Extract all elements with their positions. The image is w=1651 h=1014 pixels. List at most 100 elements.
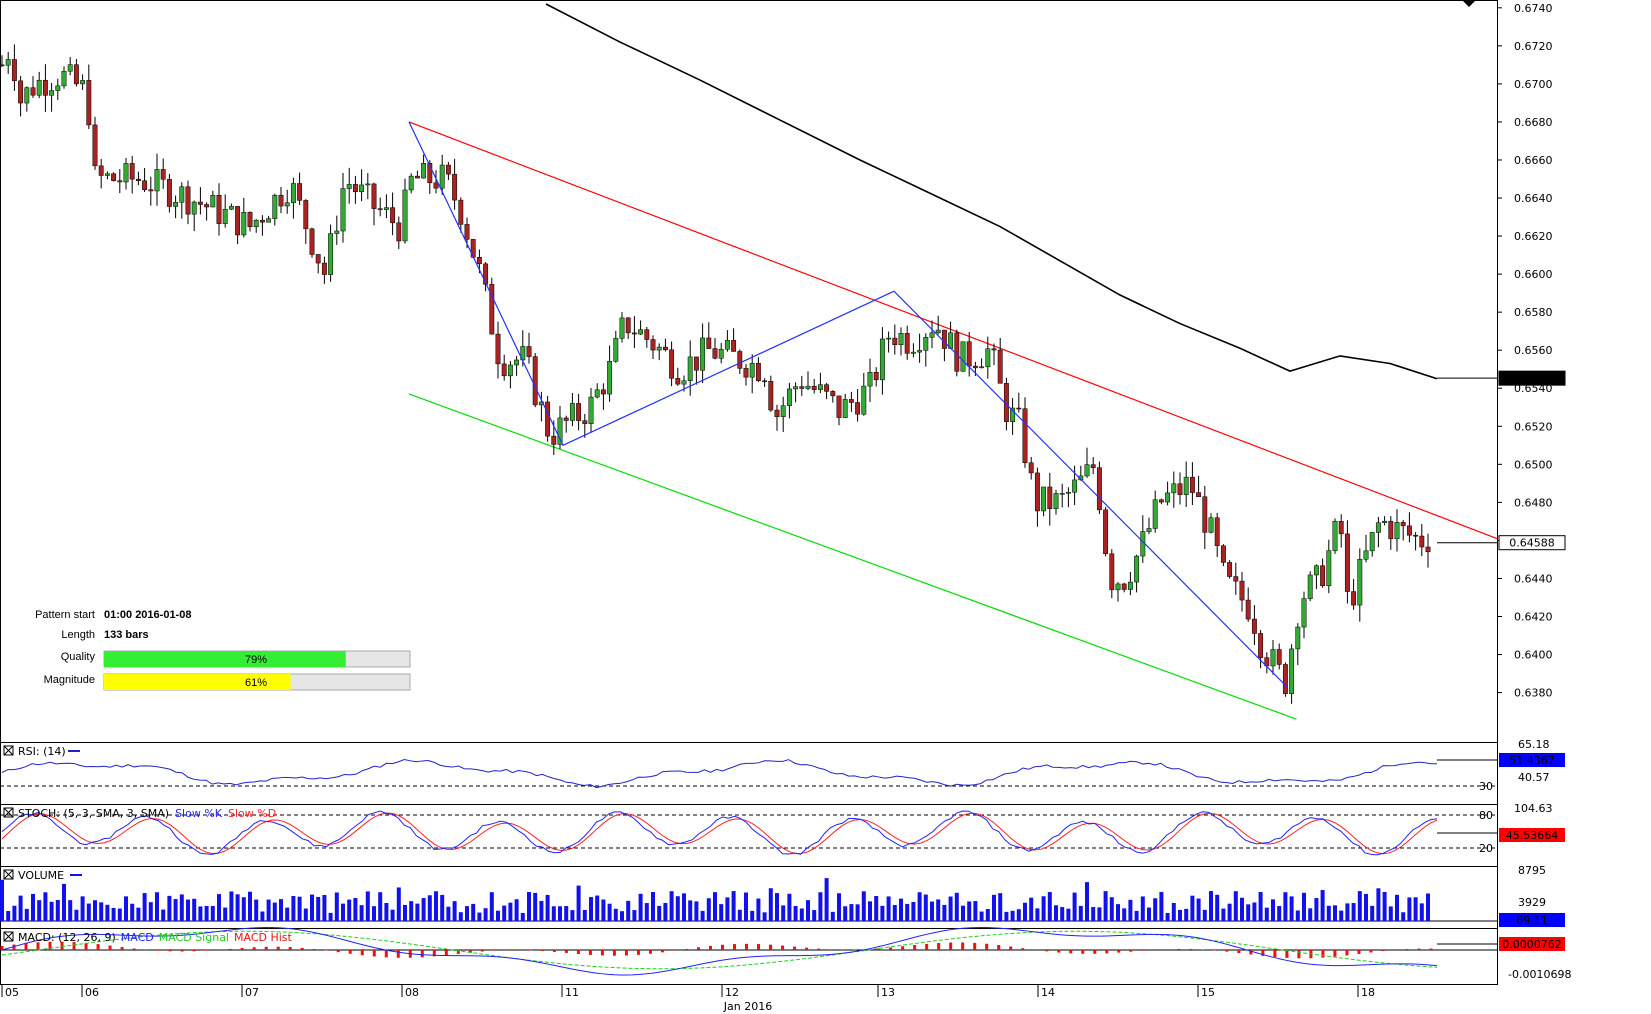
macd-close-icon[interactable] <box>3 931 14 942</box>
volume-bar <box>1060 907 1065 921</box>
candle-up <box>1357 558 1363 606</box>
price-tick-label: 0.6480 <box>1514 496 1553 509</box>
macd-hist-bar <box>300 947 304 950</box>
rsi-close-icon[interactable] <box>3 745 14 756</box>
macd-signal-legend: MACD Signal <box>159 931 229 944</box>
macd-tick-label: -0.0010698 <box>1508 968 1571 981</box>
rsi-tag-text: 51.4367 <box>1509 754 1555 767</box>
candle-up <box>123 163 129 183</box>
macd-hist-bar <box>660 950 664 953</box>
stoch-close-icon[interactable] <box>3 807 14 818</box>
macd-hist-bar <box>696 947 700 950</box>
candle-down <box>278 194 284 207</box>
volume-bar <box>762 912 767 921</box>
candle-down <box>92 124 98 167</box>
candle-down <box>390 207 396 224</box>
candle-down <box>848 399 854 403</box>
macd-hist-bar <box>985 943 989 950</box>
volume-close-icon[interactable] <box>3 869 14 880</box>
volume-bar <box>508 902 513 921</box>
pattern-quality-value: 79% <box>245 654 267 666</box>
volume-bar <box>477 912 482 921</box>
candle-down <box>197 201 203 205</box>
candle-down <box>247 212 253 228</box>
macd-hist-bar <box>60 941 64 950</box>
volume-bar <box>948 896 953 921</box>
volume-bar <box>793 906 798 921</box>
candle-up <box>594 389 600 398</box>
candle-down <box>30 87 36 96</box>
candle-down <box>315 254 321 264</box>
candle-up <box>1326 550 1332 587</box>
macd-hist-bar <box>540 950 544 952</box>
scroll-marker-icon[interactable] <box>1462 0 1476 7</box>
volume-bar <box>12 905 17 921</box>
macd-hist-bar <box>1009 946 1013 950</box>
macd-hist-bar <box>1369 950 1373 953</box>
macd-hist-bar <box>552 950 556 952</box>
candle-up <box>793 386 799 390</box>
volume-bar <box>1258 892 1263 921</box>
volume-bar <box>942 904 947 921</box>
macd-hist-bar <box>1297 950 1301 959</box>
volume-bar <box>1302 892 1306 921</box>
macd-hist-bar <box>48 941 52 950</box>
candle-up <box>1146 528 1152 532</box>
macd-hist-bar <box>745 943 749 950</box>
candle-down <box>576 403 582 421</box>
volume-bar <box>1314 898 1319 921</box>
candle-down <box>1103 509 1109 555</box>
candle-up <box>1171 483 1177 494</box>
volume-bar <box>223 907 228 921</box>
macd-hist-bar <box>252 947 256 950</box>
candle-up <box>749 362 755 378</box>
volume-bar <box>595 895 600 921</box>
time-axis: 05 06 07 08 11 12 13 14 15 18 Jan 2016 <box>1 985 1375 1013</box>
macd-hist-bar <box>889 947 893 950</box>
macd-params: MACD: (12, 26, 9) <box>18 931 116 944</box>
volume-bar <box>254 899 259 921</box>
volume-bar <box>217 894 221 921</box>
volume-bar <box>229 891 234 921</box>
volume-bar <box>496 910 500 921</box>
volume-bar <box>204 905 209 921</box>
volume-bar <box>669 891 674 921</box>
candle-down <box>1202 496 1208 533</box>
volume-bar <box>279 899 283 921</box>
volume-bar <box>1227 903 1232 921</box>
candle-up <box>228 206 234 210</box>
volume-bar <box>1066 908 1071 921</box>
candle-down <box>1214 517 1220 547</box>
price-tick-label: 0.6400 <box>1514 649 1553 662</box>
volume-bar <box>1134 910 1139 921</box>
volume-bar <box>1246 904 1251 921</box>
candle-down <box>662 346 668 351</box>
candle-up <box>619 317 625 339</box>
macd-hist-bar <box>120 947 124 950</box>
candle-up <box>241 212 247 236</box>
date-tick-label: 06 <box>85 986 99 999</box>
candle-down <box>371 183 377 209</box>
volume-bar <box>465 906 469 921</box>
macd-hist-bar <box>0 945 4 950</box>
candle-down <box>1388 520 1394 540</box>
pattern-quality-label: Quality <box>61 651 96 663</box>
macd-hist-bar <box>1069 950 1073 954</box>
quality-bar-fill <box>104 651 346 667</box>
macd-hist-bar <box>12 944 16 950</box>
volume-bar <box>1196 898 1201 921</box>
candle-up <box>1010 407 1016 422</box>
candle-up <box>861 385 867 415</box>
candle-down <box>377 208 383 210</box>
stoch-k-line <box>1 810 1438 856</box>
candle-down <box>731 340 737 352</box>
pattern-length-label: Length <box>61 629 95 641</box>
macd-hist-bar <box>1141 950 1145 951</box>
main-panel-frame <box>0 0 1498 743</box>
volume-bar <box>353 898 358 921</box>
volume-bar <box>37 900 42 921</box>
candle-down <box>706 337 712 349</box>
indicators-layer: 65.18 40.57 30 104.63 80 20 8795 3929 -0.0010698… <box>0 738 1571 981</box>
volume-header: VOLUME <box>3 869 82 882</box>
candle-up <box>402 189 408 242</box>
